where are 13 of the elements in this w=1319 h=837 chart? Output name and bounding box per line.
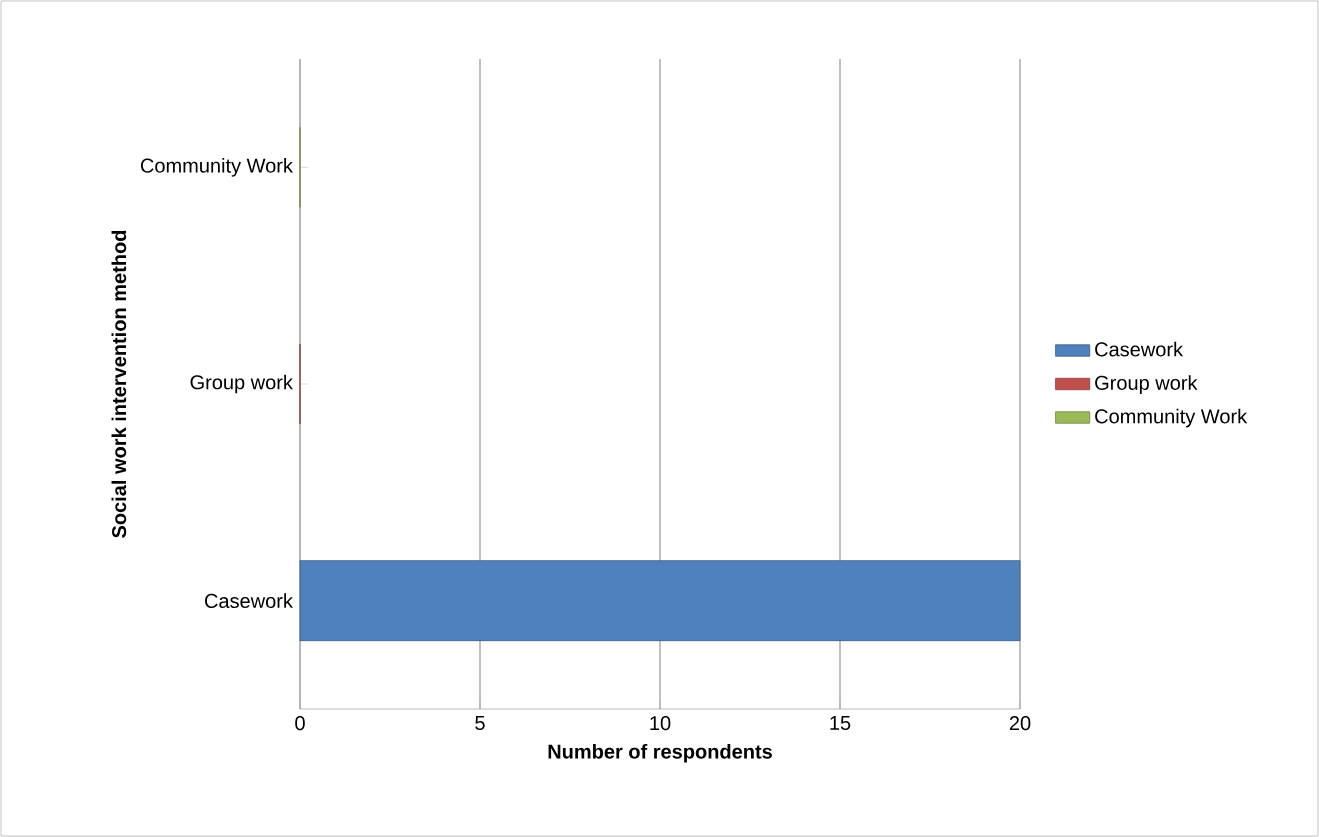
legend-label: Group work (1095, 375, 1198, 394)
y-tick-label: Community Work (140, 158, 293, 177)
x-tick-label: 20 (1009, 716, 1031, 731)
legend-label: Community Work (1095, 408, 1248, 428)
x-axis-title: Number of respondents (548, 743, 772, 763)
y-tick-label: Casework (205, 593, 293, 609)
x-tick-label: 0 (295, 716, 305, 731)
x-tick-label: 15 (830, 716, 851, 731)
y-axis-title: Social work intervention method (111, 230, 127, 538)
x-tick-label: 10 (650, 716, 671, 731)
x-tick-label: 5 (475, 716, 485, 731)
legend-label: Casework (1095, 341, 1184, 357)
y-tick-label: Group work (190, 374, 293, 394)
